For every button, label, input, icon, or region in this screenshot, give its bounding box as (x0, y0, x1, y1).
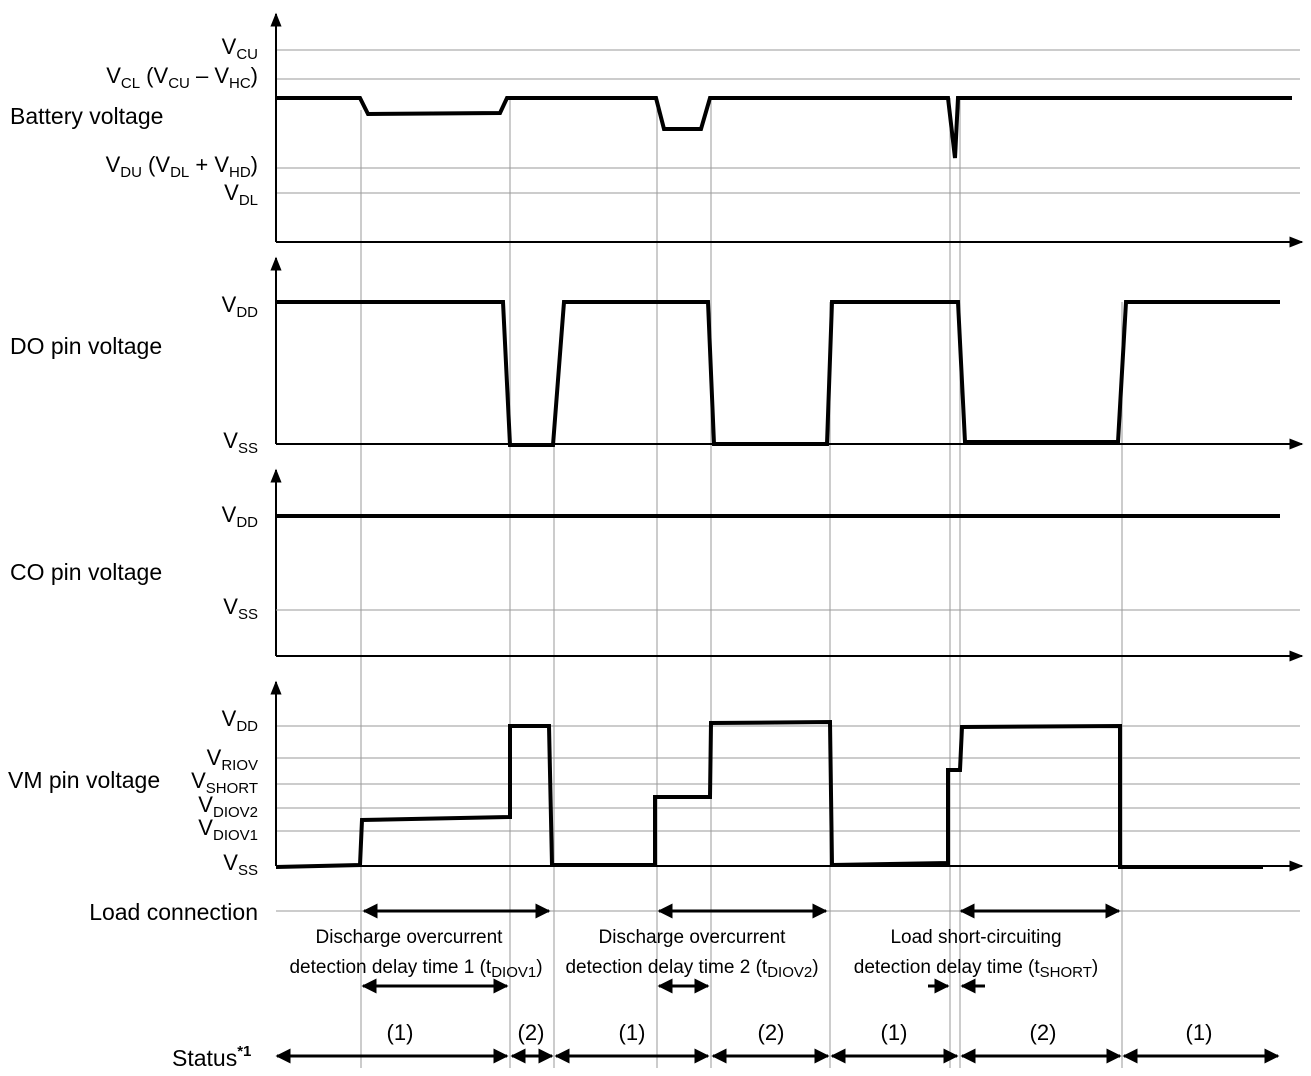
svg-text:detection delay time (tSHORT): detection delay time (tSHORT) (854, 957, 1098, 981)
vm-level-vshort: VSHORT (191, 768, 258, 797)
status-state-7: (1) (1186, 1020, 1213, 1045)
co-level-vss: VSS (223, 594, 258, 623)
load-connection-section: Load connection Discharge overcurrent de… (89, 899, 1300, 994)
battery-voltage-panel: VCU VCL (VCU – VHC) Battery voltage VDU … (10, 12, 1304, 248)
timing-guides (360, 98, 1123, 1068)
co-pin-panel: VDD CO pin voltage VSS (10, 468, 1304, 662)
svg-text:detection delay time 2 (tDIOV2: detection delay time 2 (tDIOV2) (565, 957, 818, 981)
delay-time-2: Discharge overcurrent detection delay ti… (565, 927, 819, 994)
svg-text:detection delay time 1 (tDIOV1: detection delay time 1 (tDIOV1) (289, 957, 542, 981)
svg-text:Discharge overcurrent: Discharge overcurrent (599, 927, 787, 948)
vm-level-vss: VSS (223, 850, 258, 879)
level-vdl: VDL (224, 180, 258, 209)
co-level-vdd: VDD (222, 502, 259, 531)
vm-level-vdiov1: VDIOV1 (198, 815, 258, 844)
status-state-1: (1) (387, 1020, 414, 1045)
status-label: Status*1 (172, 1043, 251, 1071)
level-vcu: VCU (222, 34, 258, 63)
delay-time-3: Load short-circuiting detection delay ti… (854, 927, 1098, 994)
svg-text:Load short-circuiting: Load short-circuiting (890, 927, 1061, 948)
svg-text:Discharge overcurrent: Discharge overcurrent (316, 927, 504, 948)
do-level-vss: VSS (223, 428, 258, 457)
status-state-6: (2) (1030, 1020, 1057, 1045)
status-state-5: (1) (881, 1020, 908, 1045)
status-state-4: (2) (758, 1020, 785, 1045)
do-waveform (276, 300, 1280, 447)
level-vcl: VCL (VCU – VHC) (106, 63, 258, 92)
vm-level-vdd: VDD (222, 706, 259, 735)
delay-time-1: Discharge overcurrent detection delay ti… (289, 927, 543, 994)
vm-waveform (275, 719, 1263, 869)
vm-level-vriov: VRIOV (207, 745, 258, 774)
vm-pin-voltage-label: VM pin voltage (8, 767, 160, 793)
do-level-vdd: VDD (222, 292, 259, 321)
vm-pin-panel: VDD VRIOV VM pin voltage VSHORT VDIOV2 V… (8, 680, 1304, 879)
load-connection-label: Load connection (89, 899, 258, 925)
co-pin-voltage-label: CO pin voltage (10, 559, 162, 585)
do-pin-voltage-label: DO pin voltage (10, 333, 162, 359)
status-state-2: (2) (518, 1020, 545, 1045)
vm-level-vdiov2: VDIOV2 (198, 792, 258, 821)
level-vdu: VDU (VDL + VHD) (106, 152, 258, 181)
battery-waveform (276, 96, 1292, 159)
status-state-3: (1) (619, 1020, 646, 1045)
status-section: Status*1 (1) (2) (1) (2) (1) (2) (1) (172, 1020, 1280, 1071)
do-pin-panel: VDD DO pin voltage VSS (10, 256, 1304, 457)
battery-voltage-label: Battery voltage (10, 103, 163, 129)
